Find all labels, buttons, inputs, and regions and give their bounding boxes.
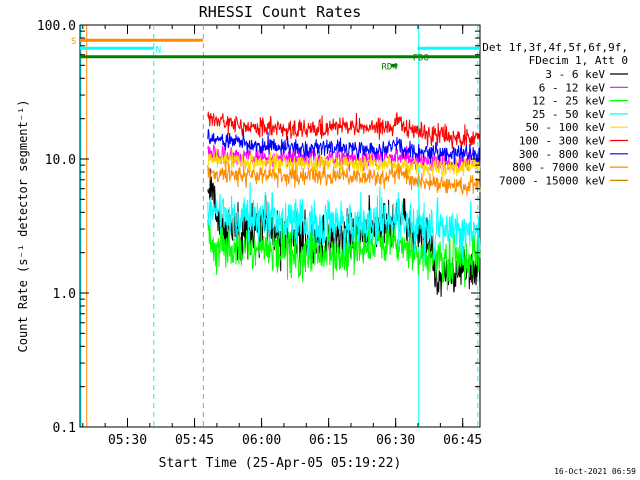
timestamp: 16-Oct-2021 06:59 (554, 467, 636, 476)
series-line-25-50-kev (207, 182, 481, 262)
series-line-50-100-kev (207, 148, 481, 179)
x-tick-label: 06:45 (443, 433, 482, 448)
series-line-100-300-kev (207, 111, 481, 149)
x-tick-label: 06:15 (309, 433, 348, 448)
x-axis: 05:30 05:45 06:00 06:15 06:30 06:45 (82, 25, 482, 448)
x-tick-label: 05:45 (175, 433, 214, 448)
flag-label: N (156, 45, 161, 55)
y-tick-label: 0.1 (53, 421, 76, 436)
legend-label: 100 - 300 keV (519, 135, 605, 148)
flag-label: FDO (413, 54, 429, 64)
legend-label: 6 - 12 keV (539, 81, 606, 94)
legend-label: 300 - 800 keV (519, 148, 605, 161)
series-line-300-800-kev (207, 129, 481, 166)
x-tick-label: 05:30 (108, 433, 147, 448)
plot-area: S N RD4 FDO (71, 24, 481, 428)
legend-header: Det 1f,3f,4f,5f,6f,9f, (482, 41, 628, 54)
flag-label: RD4 (381, 62, 397, 72)
flag-label: S (71, 37, 76, 47)
y-tick-label: 1.0 (53, 287, 76, 302)
series-line-800-7000-kev (207, 162, 481, 196)
legend-label: 12 - 25 keV (532, 95, 605, 108)
y-tick-label: 100.0 (37, 19, 76, 34)
y-axis-label: Count Rate (s⁻¹ detector segment⁻¹) (16, 100, 30, 353)
legend-label: 25 - 50 keV (532, 108, 605, 121)
plot-frame (79, 24, 481, 428)
legend-label: 50 - 100 keV (526, 121, 606, 134)
legend-label: 800 - 7000 keV (512, 161, 605, 174)
x-tick-label: 06:30 (376, 433, 415, 448)
legend-label: 7000 - 15000 keV (499, 174, 605, 187)
y-axis: 100.0 10.0 1.0 0.1 (37, 19, 480, 436)
x-axis-label: Start Time (25-Apr-05 05:19:22) (159, 456, 402, 471)
legend-label: 3 - 6 keV (545, 68, 605, 81)
legend-header: FDecim 1, Att 0 (529, 54, 628, 67)
y-tick-label: 10.0 (45, 153, 76, 168)
chart-title: RHESSI Count Rates (199, 3, 362, 21)
x-tick-label: 06:00 (242, 433, 281, 448)
legend: Det 1f,3f,4f,5f,6f,9f,FDecim 1, Att 03 -… (482, 41, 628, 187)
